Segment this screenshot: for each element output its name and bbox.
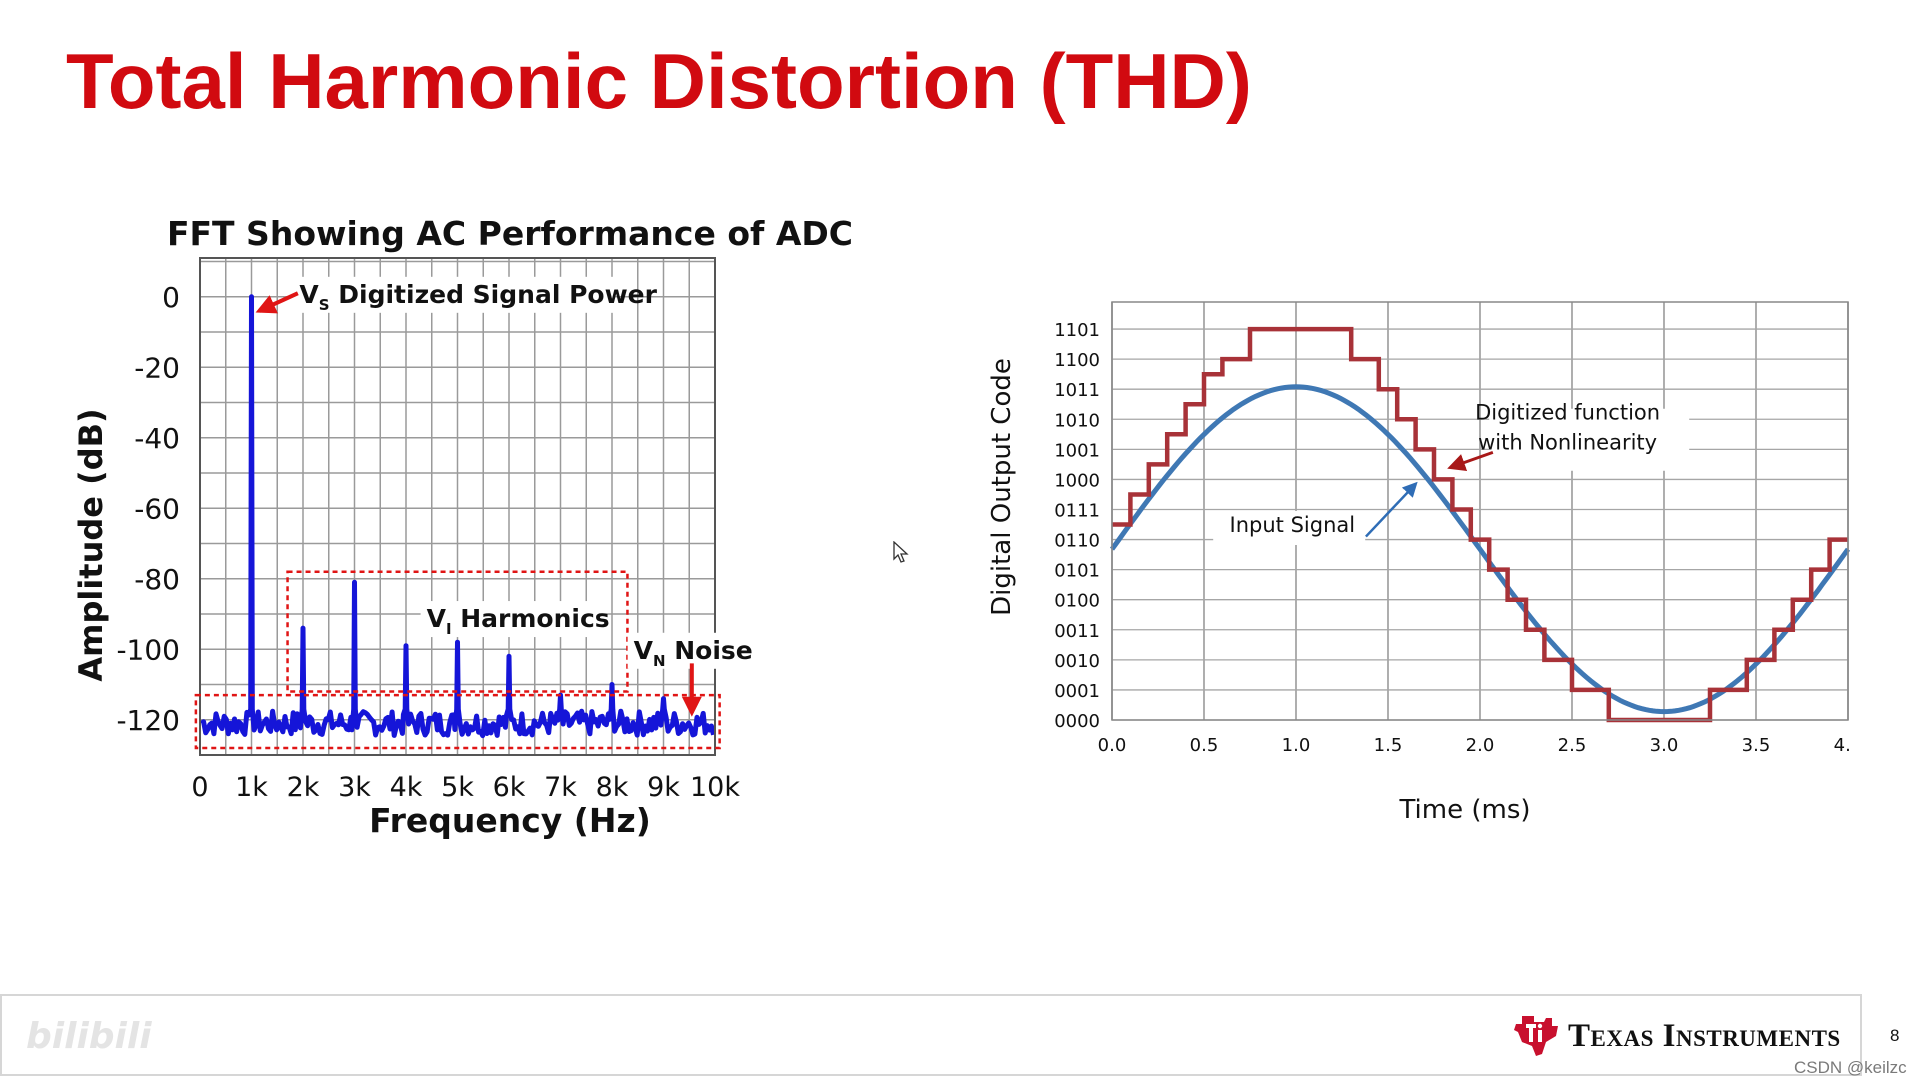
noise-annotation: VN Noise [627, 632, 753, 670]
fft-y-axis-label: Amplitude (dB) [72, 408, 110, 681]
code-y-tick-label: 1101 [1054, 320, 1100, 341]
mouse-cursor-icon [893, 541, 909, 563]
noise-box [194, 693, 721, 750]
fft-x-tick-labels: 0 1k 2k 3k 4k 5k 6k 7k 8k 9k 10k [191, 772, 740, 803]
input-signal-annotation: Input Signal [1213, 511, 1366, 545]
code-x-tick-label: 3.0 [1650, 735, 1679, 756]
code-chart: 0000 0001 0010 0011 0100 0101 0110 0111 1000 1001… [987, 301, 1850, 825]
fft-x-tick-label: 0 [191, 772, 208, 803]
fft-x-tick-label: 4k [390, 772, 423, 803]
ti-logo-icon [1514, 1016, 1558, 1056]
fft-y-tick-label: -100 [116, 633, 180, 666]
fft-y-tick-label: -80 [134, 563, 180, 596]
noise-annotation-rest: Noise [666, 636, 753, 665]
code-y-tick-label: 1001 [1054, 440, 1100, 461]
code-x-tick-labels: 0.0 0.5 1.0 1.5 2.0 2.5 3.0 3.5 4.0 [1098, 735, 1850, 756]
code-x-axis-label: Time (ms) [1398, 795, 1530, 825]
fft-x-tick-label: 8k [596, 772, 629, 803]
fft-x-tick-label: 3k [338, 772, 371, 803]
digitized-annotation-bg [1489, 408, 1690, 471]
code-plot-frame [1111, 301, 1849, 721]
fft-y-tick-label: -120 [116, 704, 180, 737]
harmonics-annotation: VI Harmonics [420, 601, 610, 638]
code-y-tick-label: 0000 [1054, 711, 1100, 732]
harmonics-annotation-main: V [427, 604, 447, 633]
fft-plot-frame [199, 257, 716, 756]
code-y-tick-label: 0100 [1054, 591, 1100, 612]
code-y-tick-label: 0110 [1054, 531, 1100, 552]
input-signal-annotation-bg [1213, 511, 1366, 545]
code-y-tick-label: 0111 [1054, 500, 1100, 521]
code-y-tick-label: 0010 [1054, 651, 1100, 672]
signal-power-annotation: VS Digitized Signal Power [293, 276, 658, 314]
digitized-annotation: Digitized function with Nonlinearity [1475, 400, 1690, 471]
signal-power-annotation-subscript: S [319, 296, 330, 314]
fft-y-tick-label: -60 [134, 492, 180, 525]
digitized-step-line [1112, 326, 1848, 723]
harmonics-annotation-text: VI Harmonics [427, 604, 610, 638]
fft-x-tick-label: 10k [690, 772, 740, 803]
slide-title: Total Harmonic Distortion (THD) [66, 37, 1252, 125]
code-y-tick-label: 1010 [1054, 410, 1100, 431]
fft-chart: FFT Showing AC Performance of ADC 0 -20 -4… [72, 214, 853, 840]
signal-power-arrow [255, 291, 299, 314]
fft-x-tick-label: 9k [647, 772, 680, 803]
fft-y-tick-labels: 0 -20 -40 -60 -80 -100 -120 [116, 281, 180, 737]
noise-annotation-bg [627, 632, 746, 669]
code-x-tick-label: 1.5 [1374, 735, 1403, 756]
code-y-tick-labels: 0000 0001 0010 0011 0100 0101 0110 0111 1000 1001… [1054, 320, 1100, 732]
fft-series-line [199, 294, 716, 739]
fft-x-tick-label: 6k [493, 772, 526, 803]
fft-y-tick-label: 0 [162, 281, 180, 314]
code-y-tick-label: 1011 [1054, 380, 1100, 401]
input-signal-annotation-text: Input Signal [1230, 513, 1356, 537]
code-x-tick-label: 0.0 [1098, 735, 1127, 756]
fft-y-tick-label: -40 [134, 422, 180, 455]
code-x-tick-label: 2.0 [1466, 735, 1495, 756]
fft-annotation-boxes [194, 570, 721, 750]
code-x-tick-label: 0.5 [1190, 735, 1219, 756]
noise-annotation-subscript: N [653, 652, 666, 670]
digitized-annotation-line: with Nonlinearity [1478, 430, 1657, 454]
code-y-tick-label: 1100 [1054, 350, 1100, 371]
fft-y-tick-label: -20 [134, 351, 180, 384]
harmonics-annotation-subscript: I [446, 620, 452, 638]
code-x-tick-label: 1.0 [1282, 735, 1311, 756]
fft-x-tick-label: 5k [441, 772, 474, 803]
noise-annotation-main: V [634, 636, 654, 665]
harmonics-box [286, 570, 629, 693]
code-y-tick-label: 0001 [1054, 681, 1100, 702]
fft-x-tick-label: 7k [544, 772, 577, 803]
brand-name: Texas Instruments [1568, 1018, 1841, 1054]
signal-power-annotation-rest: Digitized Signal Power [330, 280, 658, 309]
noise-annotation-text: VN Noise [634, 636, 753, 670]
page-number: 8 [1890, 1026, 1900, 1045]
code-y-tick-label: 1000 [1054, 470, 1100, 491]
input-signal-arrow [1365, 481, 1418, 538]
code-y-axis-label: Digital Output Code [987, 358, 1017, 616]
fft-gridlines [199, 258, 716, 756]
code-x-tick-label: 2.5 [1558, 735, 1587, 756]
harmonics-annotation-rest: Harmonics [452, 604, 610, 633]
watermark: bilibili [26, 1016, 152, 1057]
digitized-arrow [1447, 450, 1494, 472]
code-y-tick-label: 0011 [1054, 621, 1100, 642]
harmonics-annotation-bg [420, 601, 599, 638]
signal-power-annotation-bg [293, 276, 616, 313]
code-y-tick-label: 0101 [1054, 561, 1100, 582]
fft-x-tick-label: 2k [287, 772, 320, 803]
fft-x-tick-label: 1k [235, 772, 268, 803]
signal-power-annotation-main: V [299, 280, 319, 309]
code-annotations: Digitized function with Nonlinearity Input… [1213, 400, 1690, 545]
fft-x-axis-label: Frequency (Hz) [369, 801, 651, 840]
code-x-tick-label: 3.5 [1742, 735, 1771, 756]
source-credit: CSDN @keilzc [1794, 1058, 1907, 1077]
fft-chart-title: FFT Showing AC Performance of ADC [167, 214, 853, 253]
code-x-tick-label: 4.0 [1834, 735, 1850, 756]
signal-power-annotation-text: VS Digitized Signal Power [299, 280, 657, 314]
digitized-annotation-line: Digitized function [1475, 400, 1660, 424]
